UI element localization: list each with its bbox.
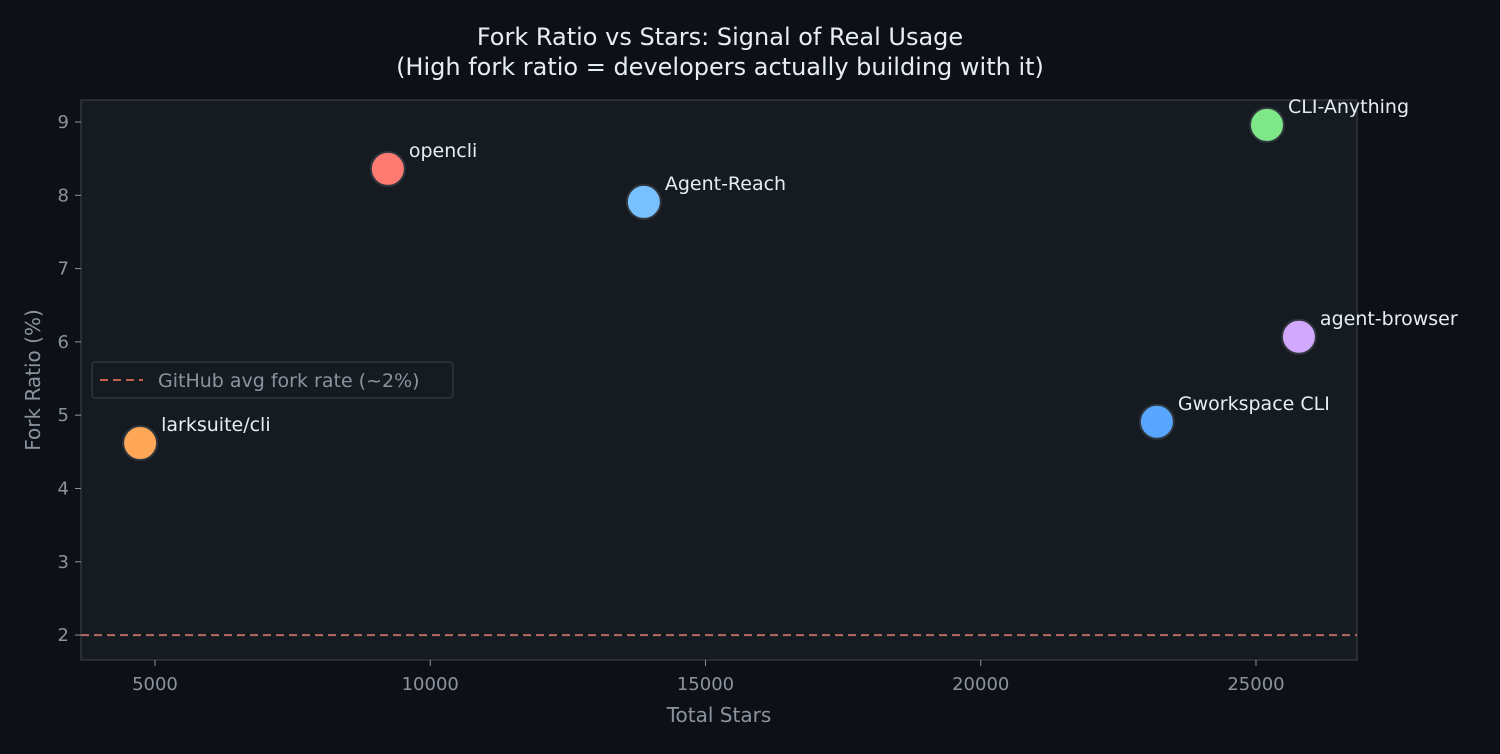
legend-box xyxy=(91,361,454,399)
data-point xyxy=(1138,403,1175,440)
y-axis-label: Fork Ratio (%) xyxy=(21,309,45,451)
data-point-label: agent-browser xyxy=(1320,308,1458,330)
y-tick-label: 9 xyxy=(58,112,69,133)
y-tick-label: 4 xyxy=(58,478,69,499)
x-tick-label: 10000 xyxy=(402,674,459,695)
data-point xyxy=(1248,106,1285,143)
data-point xyxy=(625,183,662,220)
y-tick-label: 5 xyxy=(58,405,69,426)
y-tick-label: 2 xyxy=(58,625,69,646)
chart-subtitle: (High fork ratio = developers actually b… xyxy=(396,53,1044,81)
y-tick-label: 8 xyxy=(58,185,69,206)
x-tick-label: 15000 xyxy=(677,674,734,695)
x-axis-label: Total Stars xyxy=(666,703,772,727)
y-tick-label: 3 xyxy=(58,552,69,573)
x-tick-label: 5000 xyxy=(132,674,178,695)
legend: GitHub avg fork rate (~2%) xyxy=(91,361,454,399)
chart-title: Fork Ratio vs Stars: Signal of Real Usag… xyxy=(477,23,963,51)
y-tick-label: 7 xyxy=(58,259,69,280)
data-point xyxy=(122,425,159,462)
data-point-label: Gworkspace CLI xyxy=(1178,393,1330,415)
data-point-label: CLI-Anything xyxy=(1288,96,1409,118)
x-tick-label: 20000 xyxy=(952,674,1009,695)
data-point-label: Agent-Reach xyxy=(665,173,786,195)
data-point xyxy=(369,150,406,187)
data-point-label: larksuite/cli xyxy=(161,414,271,436)
x-tick-label: 25000 xyxy=(1227,674,1284,695)
legend-entry: GitHub avg fork rate (~2%) xyxy=(158,370,420,392)
y-tick-label: 6 xyxy=(58,332,69,353)
data-point xyxy=(1280,318,1317,355)
data-point-label: opencli xyxy=(409,140,477,162)
